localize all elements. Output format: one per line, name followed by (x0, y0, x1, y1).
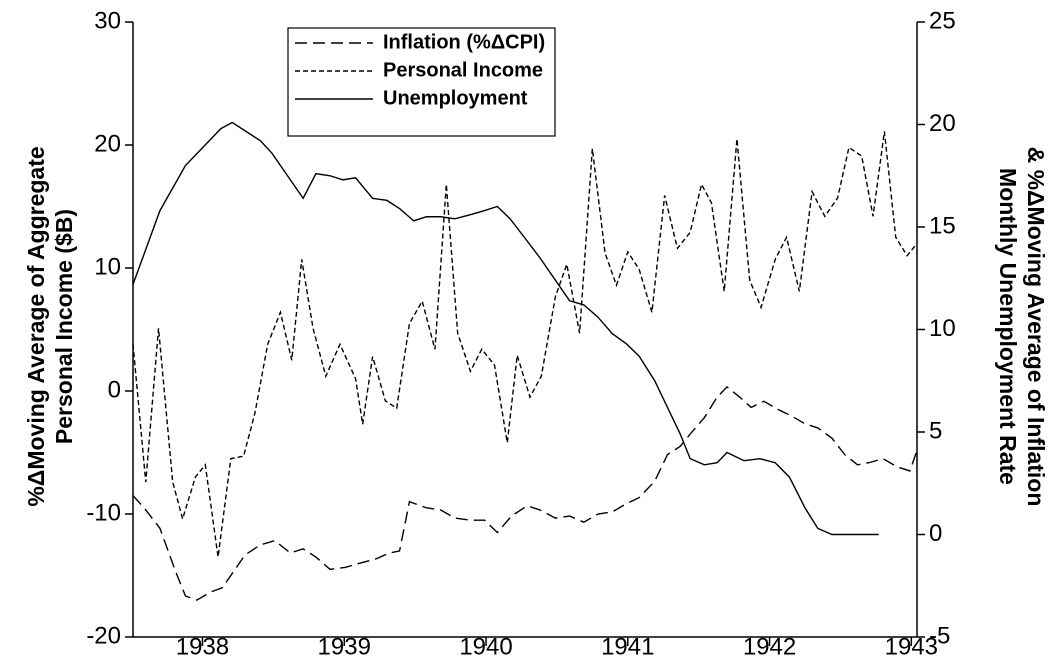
x-tick-label: 1938 (176, 633, 229, 660)
y-tick-label: -20 (86, 622, 121, 649)
legend-label: Inflation (%ΔCPI) (383, 31, 545, 53)
y-tick-label: -10 (86, 499, 121, 526)
x-tick-label: 1941 (601, 633, 654, 660)
y2-tick-label: -5 (929, 622, 950, 649)
legend-label: Unemployment (383, 87, 528, 109)
x-tick-label: 1939 (318, 633, 371, 660)
x-tick-label: 1943 (885, 633, 938, 660)
x-tick-label: 1940 (459, 633, 512, 660)
series-line (132, 121, 879, 536)
y2-axis-title: Monthly Unemployment Rate (995, 168, 1021, 485)
y-axis-title: Personal Income ($B) (51, 209, 77, 444)
y-tick-label: 10 (94, 253, 121, 280)
y2-tick-label: 15 (929, 212, 956, 239)
y2-axis-title: & %ΔMoving Average of Inflation (1023, 147, 1048, 507)
x-tick-label: 1942 (743, 633, 796, 660)
y2-tick-label: 20 (929, 110, 956, 137)
y-tick-label: 30 (94, 7, 121, 34)
y-tick-label: 0 (108, 376, 121, 403)
series-line (132, 385, 918, 601)
y2-tick-label: 25 (929, 7, 956, 34)
y-axis-title: %ΔMoving Average of Aggregate (23, 146, 49, 506)
legend-box (287, 27, 556, 137)
legend-label: Personal Income (383, 59, 543, 81)
series-line (132, 131, 918, 558)
y2-tick-label: 5 (929, 417, 942, 444)
y2-tick-label: 0 (929, 520, 942, 547)
y-tick-label: 20 (94, 130, 121, 157)
y2-tick-label: 10 (929, 315, 956, 342)
